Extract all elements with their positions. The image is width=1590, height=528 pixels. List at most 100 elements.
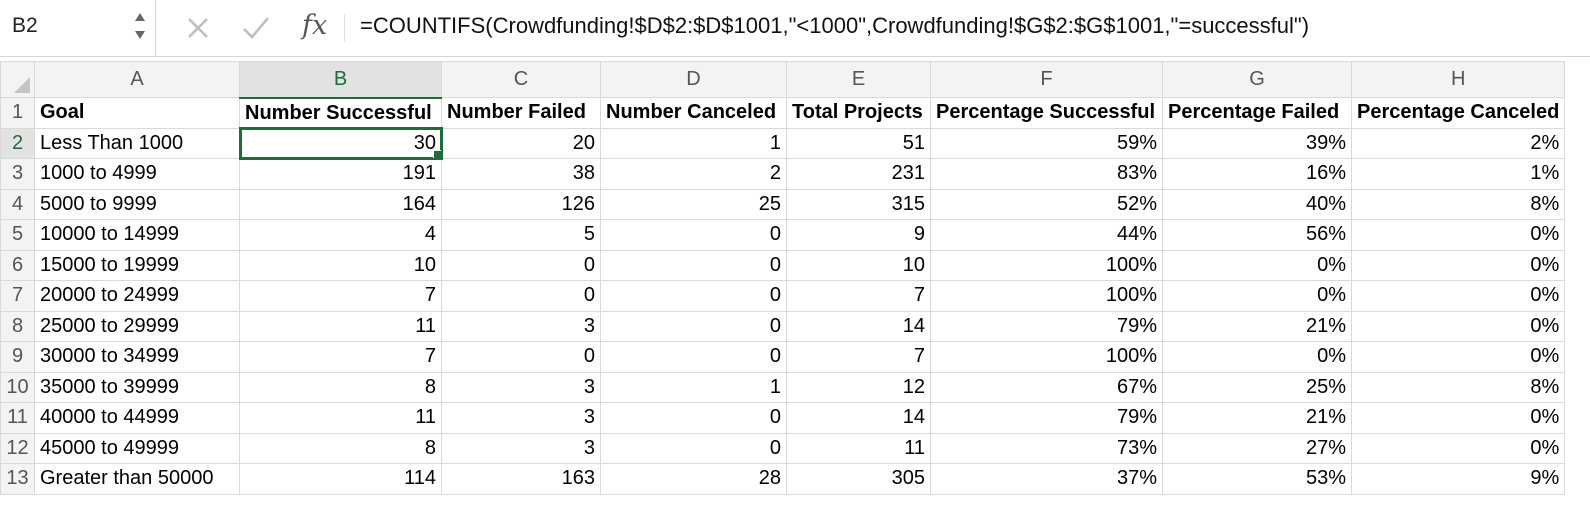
cell-d11[interactable]: 0: [600, 402, 787, 434]
cell-b5[interactable]: 4: [239, 219, 442, 251]
row-header-9[interactable]: 9: [0, 341, 35, 373]
cell-h8[interactable]: 0%: [1350, 310, 1566, 342]
cell-d10[interactable]: 1: [600, 371, 787, 403]
select-all-corner[interactable]: [0, 61, 35, 98]
cell-c3[interactable]: 38: [441, 158, 601, 190]
cell-f12[interactable]: 73%: [930, 432, 1163, 464]
cell-g3[interactable]: 16%: [1162, 158, 1352, 190]
cell-e5[interactable]: 9: [786, 219, 931, 251]
cell-e4[interactable]: 315: [786, 188, 931, 220]
cell-g4[interactable]: 40%: [1162, 188, 1352, 220]
cell-a9[interactable]: 30000 to 34999: [34, 341, 240, 373]
cell-c12[interactable]: 3: [441, 432, 601, 464]
cell-e13[interactable]: 305: [786, 463, 931, 495]
cell-b13[interactable]: 114: [239, 463, 442, 495]
cell-d9[interactable]: 0: [600, 341, 787, 373]
cell-h11[interactable]: 0%: [1350, 402, 1566, 434]
cell-e9[interactable]: 7: [786, 341, 931, 373]
cell-h6[interactable]: 0%: [1350, 249, 1566, 281]
cell-f5[interactable]: 44%: [930, 219, 1163, 251]
cell-d8[interactable]: 0: [600, 310, 787, 342]
cell-c13[interactable]: 163: [441, 463, 601, 495]
cell-g1[interactable]: Percentage Failed: [1162, 97, 1352, 129]
cell-b6[interactable]: 10: [239, 249, 442, 281]
cell-f1[interactable]: Percentage Successful: [930, 97, 1163, 129]
row-header-2[interactable]: 2: [0, 127, 35, 159]
cell-f6[interactable]: 100%: [930, 249, 1163, 281]
cell-h4[interactable]: 8%: [1350, 188, 1566, 220]
enter-checkmark-icon[interactable]: [242, 15, 270, 41]
cell-c8[interactable]: 3: [441, 310, 601, 342]
cell-d7[interactable]: 0: [600, 280, 787, 312]
cell-h7[interactable]: 0%: [1350, 280, 1566, 312]
cell-e1[interactable]: Total Projects: [786, 97, 931, 129]
cell-h5[interactable]: 0%: [1350, 219, 1566, 251]
cell-f2[interactable]: 59%: [930, 127, 1163, 159]
cell-b12[interactable]: 8: [239, 432, 442, 464]
column-header-h[interactable]: H: [1350, 61, 1566, 98]
cell-e7[interactable]: 7: [786, 280, 931, 312]
cell-g6[interactable]: 0%: [1162, 249, 1352, 281]
cell-a6[interactable]: 15000 to 19999: [34, 249, 240, 281]
cell-g13[interactable]: 53%: [1162, 463, 1352, 495]
cell-f7[interactable]: 100%: [930, 280, 1163, 312]
cell-g2[interactable]: 39%: [1162, 127, 1352, 159]
cell-h2[interactable]: 2%: [1350, 127, 1566, 159]
function-fx-icon[interactable]: fx: [302, 10, 328, 41]
row-header-11[interactable]: 11: [0, 402, 35, 434]
cell-f9[interactable]: 100%: [930, 341, 1163, 373]
cell-c6[interactable]: 0: [441, 249, 601, 281]
row-header-12[interactable]: 12: [0, 432, 35, 464]
cell-d5[interactable]: 0: [600, 219, 787, 251]
cell-h13[interactable]: 9%: [1350, 463, 1566, 495]
cell-e10[interactable]: 12: [786, 371, 931, 403]
row-header-13[interactable]: 13: [0, 463, 35, 495]
cell-d12[interactable]: 0: [600, 432, 787, 464]
cell-b9[interactable]: 7: [239, 341, 442, 373]
cell-a3[interactable]: 1000 to 4999: [34, 158, 240, 190]
cell-e8[interactable]: 14: [786, 310, 931, 342]
cancel-x-icon[interactable]: [186, 16, 210, 40]
cell-d1[interactable]: Number Canceled: [600, 97, 787, 129]
cell-h3[interactable]: 1%: [1350, 158, 1566, 190]
row-header-3[interactable]: 3: [0, 158, 35, 190]
cell-b7[interactable]: 7: [239, 280, 442, 312]
row-header-5[interactable]: 5: [0, 219, 35, 251]
cell-g7[interactable]: 0%: [1162, 280, 1352, 312]
cell-e11[interactable]: 14: [786, 402, 931, 434]
row-header-4[interactable]: 4: [0, 188, 35, 220]
column-header-d[interactable]: D: [600, 61, 787, 98]
cell-f4[interactable]: 52%: [930, 188, 1163, 220]
cell-h1[interactable]: Percentage Canceled: [1350, 97, 1566, 129]
cell-d6[interactable]: 0: [600, 249, 787, 281]
cell-a7[interactable]: 20000 to 24999: [34, 280, 240, 312]
cell-b8[interactable]: 11: [239, 310, 442, 342]
cell-f13[interactable]: 37%: [930, 463, 1163, 495]
column-header-b[interactable]: B: [239, 61, 442, 99]
cell-g9[interactable]: 0%: [1162, 341, 1352, 373]
cell-c1[interactable]: Number Failed: [441, 97, 601, 129]
cell-e2[interactable]: 51: [786, 127, 931, 159]
cell-c7[interactable]: 0: [441, 280, 601, 312]
name-box[interactable]: B2: [0, 0, 156, 56]
row-header-7[interactable]: 7: [0, 280, 35, 312]
cell-d3[interactable]: 2: [600, 158, 787, 190]
cell-a5[interactable]: 10000 to 14999: [34, 219, 240, 251]
cell-g5[interactable]: 56%: [1162, 219, 1352, 251]
cell-b10[interactable]: 8: [239, 371, 442, 403]
cell-e6[interactable]: 10: [786, 249, 931, 281]
cell-h12[interactable]: 0%: [1350, 432, 1566, 464]
cell-d4[interactable]: 25: [600, 188, 787, 220]
row-header-8[interactable]: 8: [0, 310, 35, 342]
cell-b3[interactable]: 191: [239, 158, 442, 190]
cell-d13[interactable]: 28: [600, 463, 787, 495]
cell-a10[interactable]: 35000 to 39999: [34, 371, 240, 403]
name-box-stepper-icon[interactable]: [132, 6, 148, 46]
cell-e3[interactable]: 231: [786, 158, 931, 190]
cell-h9[interactable]: 0%: [1350, 341, 1566, 373]
row-header-1[interactable]: 1: [0, 97, 35, 129]
cell-a11[interactable]: 40000 to 44999: [34, 402, 240, 434]
cell-e12[interactable]: 11: [786, 432, 931, 464]
cell-c11[interactable]: 3: [441, 402, 601, 434]
